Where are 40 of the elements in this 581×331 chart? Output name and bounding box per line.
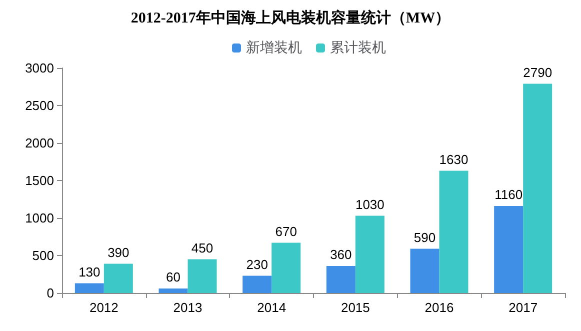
bar xyxy=(242,276,272,293)
x-tick-label: 2017 xyxy=(508,300,538,315)
bar xyxy=(104,264,133,293)
y-tick-label: 1000 xyxy=(25,210,54,226)
x-tick-label: 2016 xyxy=(424,300,454,315)
x-tick-label: 2015 xyxy=(340,300,370,315)
bar xyxy=(494,206,524,293)
bar xyxy=(74,283,104,293)
data-label: 360 xyxy=(330,247,352,262)
data-label: 1030 xyxy=(355,196,384,212)
y-tick-label: 1500 xyxy=(25,173,54,188)
legend-label: 累计装机 xyxy=(330,40,386,56)
x-tick-label: 2013 xyxy=(173,300,202,315)
legend-label: 新增装机 xyxy=(246,40,302,56)
data-label: 60 xyxy=(166,270,180,284)
bar xyxy=(355,216,384,293)
x-tick-label: 2012 xyxy=(89,300,118,315)
y-tick-label: 3000 xyxy=(25,60,54,76)
bar xyxy=(188,259,217,293)
data-label: 230 xyxy=(246,256,268,272)
y-tick-label: 500 xyxy=(32,248,54,263)
bar xyxy=(439,170,468,293)
y-tick-label: 2000 xyxy=(25,136,54,150)
data-label: 390 xyxy=(108,244,130,260)
data-label: 670 xyxy=(275,224,297,239)
data-label: 450 xyxy=(191,240,214,256)
bar xyxy=(158,288,188,293)
chart-title: 2012-2017年中国海上风电装机容量统计（MW） xyxy=(130,8,450,26)
y-tick-label: 2500 xyxy=(25,98,54,113)
bar xyxy=(523,84,552,293)
data-label: 130 xyxy=(78,264,100,280)
data-label: 590 xyxy=(414,230,436,245)
bar xyxy=(326,266,356,293)
x-tick-label: 2014 xyxy=(257,300,286,315)
data-label: 2790 xyxy=(523,64,552,80)
bar xyxy=(272,242,301,293)
data-label: 1160 xyxy=(494,187,523,202)
y-tick-label: 0 xyxy=(46,286,54,300)
data-label: 1630 xyxy=(439,152,468,167)
bar xyxy=(410,248,440,293)
